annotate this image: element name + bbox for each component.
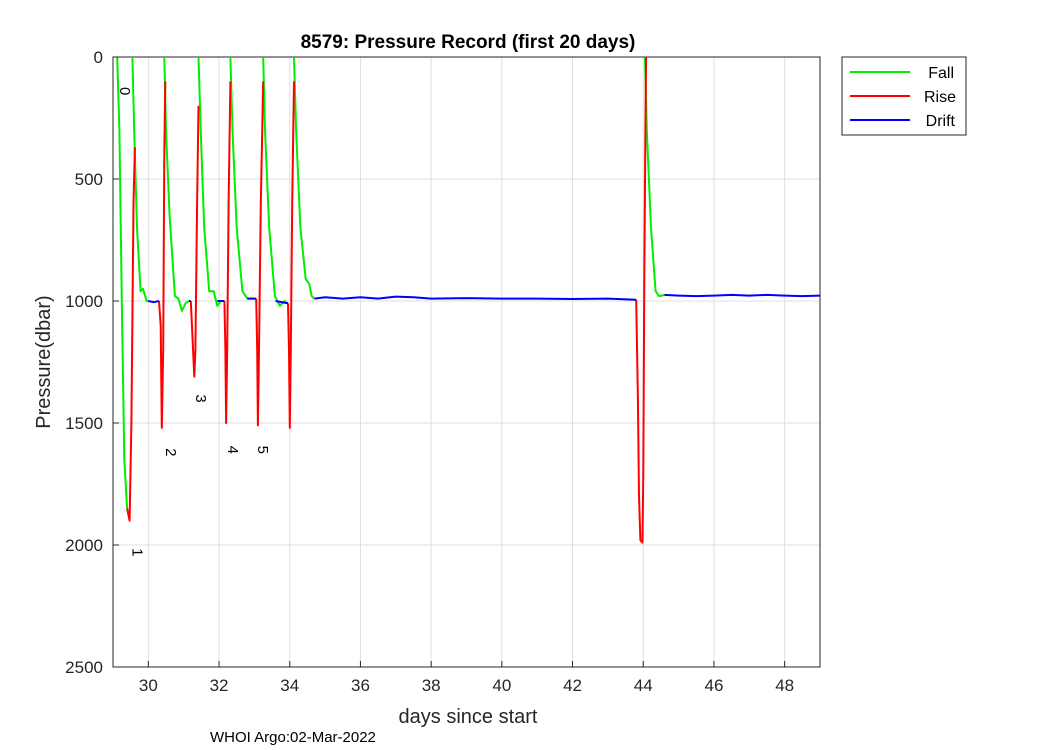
profile-annotations: 0 1 2 3 4 5 [116,87,271,556]
profile-number-label: 1 [128,548,145,556]
series-fall-line [293,56,316,300]
series-fall [116,56,665,509]
x-tick-label: 42 [563,676,582,695]
y-tick-label: 1500 [65,414,103,433]
series-fall-line [163,56,190,312]
x-tick-label: 48 [775,676,794,695]
legend-drift-label: Drift [926,113,956,130]
profile-number-label: 3 [192,394,209,402]
footer-credit: WHOI Argo:02-Mar-2022 [210,729,376,746]
series-fall-line [116,56,129,509]
x-tick-label: 32 [210,676,229,695]
x-tick-label: 40 [492,676,511,695]
x-tick-label: 34 [280,676,299,695]
x-tick-label: 46 [704,676,723,695]
series-drift-line [275,300,289,305]
series-fall-line [131,56,149,302]
plot-area-frame [112,56,821,668]
y-tick-label: 2000 [65,536,103,555]
x-axis-ticks: 30 32 34 36 38 40 42 44 46 48 [139,661,794,695]
x-tick-label: 30 [139,676,158,695]
series-rise [126,56,648,544]
series-rise-line [223,81,232,424]
series-rise-line [287,81,295,429]
profile-number-label: 0 [116,87,133,95]
series-drift [148,293,821,305]
series-lines [116,56,821,544]
y-tick-label: 0 [94,48,103,67]
series-rise-line [635,56,648,544]
series-rise-line [255,81,265,427]
x-tick-label: 44 [634,676,653,695]
y-tick-label: 1000 [65,292,103,311]
y-tick-label: 500 [75,170,103,189]
series-drift-line [664,293,821,298]
x-tick-label: 36 [351,676,370,695]
series-fall-line [262,56,289,307]
y-axis-label: Pressure(dbar) [33,295,55,428]
series-rise-line [126,147,136,522]
profile-number-label: 5 [254,446,271,454]
legend-rise-label: Rise [924,89,956,106]
x-axis-label: days since start [399,706,538,728]
series-rise-line [158,81,167,429]
series-drift-line [148,300,160,304]
profile-number-label: 4 [224,446,241,454]
profile-number-label: 2 [162,448,179,456]
legend: Fall Rise Drift [841,56,967,136]
chart-title: 8579: Pressure Record (first 20 days) [301,32,636,53]
y-axis-ticks: 0 500 1000 1500 2000 2500 [65,48,119,677]
y-tick-label: 2500 [65,658,103,677]
series-rise-line [189,105,200,378]
legend-fall-label: Fall [928,65,954,82]
x-tick-label: 38 [422,676,441,695]
series-drift-line [314,295,637,301]
